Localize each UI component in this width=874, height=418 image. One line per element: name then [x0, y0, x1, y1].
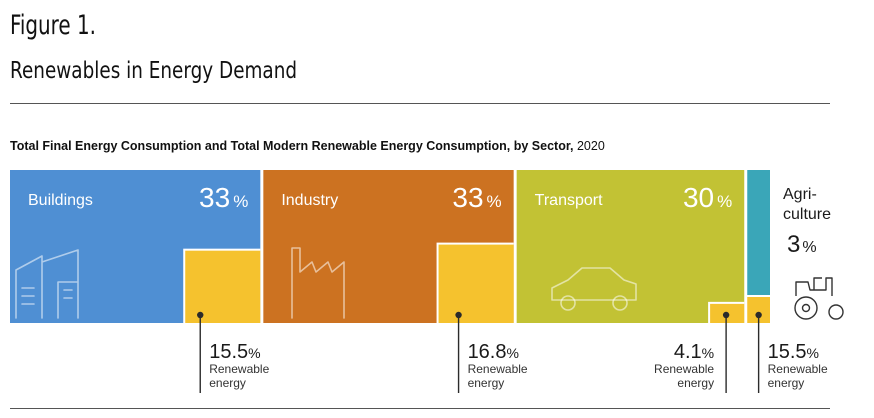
renewable-value-transport: 4.1%: [674, 341, 714, 363]
renewable-label-line: energy: [468, 376, 505, 390]
chart-year: 2020: [576, 139, 605, 153]
sector-label-agriculture: culture: [783, 206, 831, 223]
figure-title: Renewables in Energy Demand: [10, 58, 298, 84]
chart-subtitle: Total Final Energy Consumption and Total…: [10, 139, 605, 153]
sector-label-transport: Transport: [535, 192, 603, 209]
figure-label: Figure 1.: [10, 10, 96, 41]
share-number: 33: [199, 182, 230, 213]
chart-title: Total Final Energy Consumption and Total…: [10, 139, 574, 153]
sector-label-agriculture: Agri-: [783, 186, 817, 203]
share-number: 33: [452, 182, 483, 213]
renewable-number: 4.1: [674, 341, 702, 363]
buildings-outline: [15, 249, 79, 319]
tractor-wheel-front: [828, 304, 844, 320]
renewable-unit: %: [248, 345, 260, 361]
renewable-bar-industry: [438, 244, 514, 323]
renewable-bar-buildings: [185, 250, 261, 323]
renewable-value-agriculture: 15.5%: [768, 341, 819, 363]
tractor-icon: [794, 277, 844, 320]
bottom-divider: [10, 408, 830, 409]
sector-share-buildings: 33%: [199, 182, 248, 213]
car-body: [551, 267, 637, 301]
renewable-number: 15.5: [209, 341, 248, 363]
sector-share-agriculture: 3%: [787, 231, 817, 258]
renewable-unit: %: [702, 345, 714, 361]
share-unit: %: [487, 192, 502, 211]
renewable-label-line: Renewable: [209, 362, 269, 376]
sector-bar-agriculture: [747, 170, 770, 323]
car-wheel-front: [560, 295, 576, 311]
sector-share-transport: 30%: [683, 182, 732, 213]
renewable-value-buildings: 15.5%: [209, 341, 260, 363]
share-unit: %: [233, 192, 248, 211]
renewable-label-line: Renewable: [468, 362, 528, 376]
share-unit: %: [802, 239, 816, 256]
sector-label-buildings: Buildings: [28, 192, 93, 209]
renewable-unit: %: [807, 345, 819, 361]
share-unit: %: [717, 192, 732, 211]
renewable-bar-agriculture: [747, 297, 770, 323]
renewable-label-line: Renewable: [768, 362, 828, 376]
share-number: 30: [683, 182, 714, 213]
sector-share-industry: 33%: [452, 182, 501, 213]
renewable-label-line: energy: [677, 376, 714, 390]
car-wheel-back: [612, 295, 628, 311]
renewable-label-line: energy: [209, 376, 246, 390]
factory-outline: [291, 247, 345, 319]
tractor-hub: [801, 303, 811, 313]
buildings-icon: [15, 249, 79, 319]
factory-icon: [291, 247, 345, 319]
renewable-label-line: Renewable: [654, 362, 714, 376]
share-number: 3: [787, 231, 800, 258]
car-icon: [551, 267, 637, 311]
renewable-number: 16.8: [468, 341, 507, 363]
renewable-number: 15.5: [768, 341, 807, 363]
buildings-windows: [21, 287, 73, 305]
top-divider: [10, 103, 830, 104]
sector-bar-transport: [516, 170, 745, 323]
renewable-label-line: energy: [768, 376, 805, 390]
tractor-body: [795, 277, 833, 296]
renewable-unit: %: [507, 345, 519, 361]
tractor-wheel-rear: [794, 296, 818, 320]
renewable-value-industry: 16.8%: [468, 341, 519, 363]
sector-label-industry: Industry: [281, 192, 338, 209]
